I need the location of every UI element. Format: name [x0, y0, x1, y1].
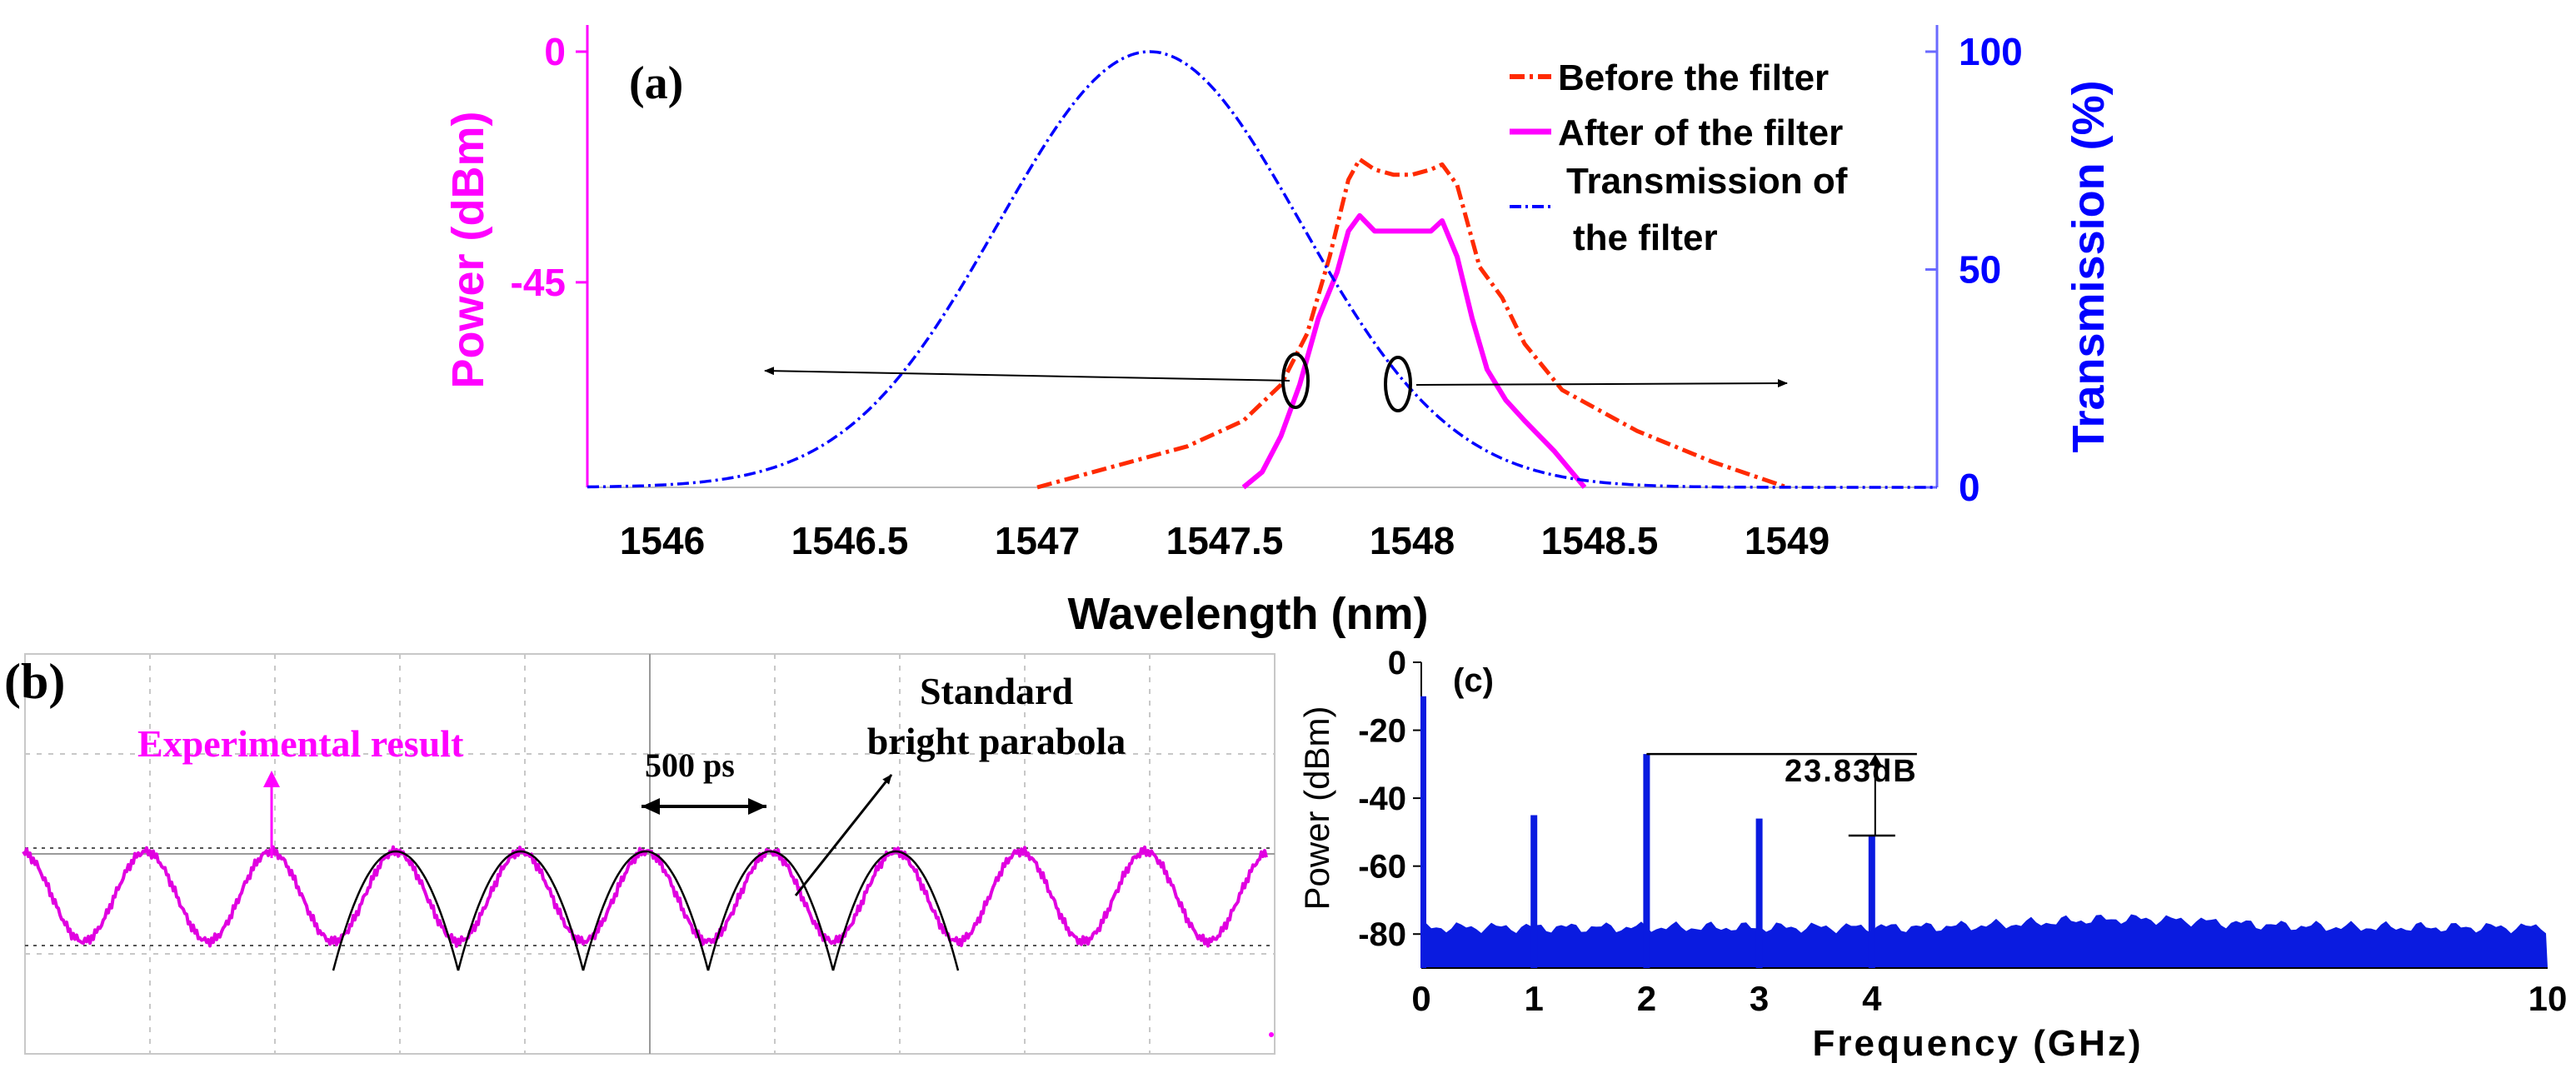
c-harmonic-0	[1420, 696, 1426, 968]
c-annotation-arrowhead	[1868, 754, 1882, 766]
b-period-arrowhead-right	[748, 798, 766, 815]
b-period-arrowhead-left	[642, 798, 660, 815]
b-experimental-label: Experimental result	[137, 722, 464, 765]
a-series-before-the-filter	[1036, 157, 1788, 490]
b-parabola-trace	[332, 850, 960, 971]
b-grid	[24, 653, 1276, 1055]
c-bars	[1420, 696, 2548, 969]
a-x-tick-1: 1546.5	[791, 519, 909, 562]
a-arrow-left	[764, 367, 1290, 382]
legend-label-transmission-2: the filter	[1573, 217, 1718, 258]
c-y-tick-2: -40	[1358, 781, 1406, 817]
a-x-tick-5: 1548.5	[1541, 519, 1659, 562]
c-y-tick-3: -60	[1358, 849, 1406, 886]
a-marker-ellipse-right	[1384, 356, 1412, 412]
a-y-label-right: Transmission (%)	[2064, 80, 2114, 452]
b-experimental-trace	[22, 845, 1268, 948]
c-ticks: 0-20-40-60-800 1 2 3 4 10	[1358, 645, 2567, 1018]
a-panel-label: (a)	[629, 57, 683, 109]
a-series-after-of-the-filter	[1241, 212, 1587, 490]
a-y-label-left: Power (dBm)	[443, 111, 493, 388]
c-harmonic-2	[1643, 754, 1650, 968]
c-x-tick-0: 0	[1411, 979, 1430, 1018]
a-right-tick-2: 0	[1959, 466, 1980, 509]
b-traces	[22, 845, 1274, 1037]
c-x-tick-2: 2	[1637, 979, 1656, 1018]
c-y-label: Power (dBm)	[1297, 706, 1336, 910]
c-x-tick-4: 4	[1862, 979, 1882, 1018]
a-ticks: 1546 1546.5 1547 1547.5 1548 1548.5 1549 0 -45 10…	[511, 30, 2023, 562]
c-noise-floor	[1421, 914, 2548, 968]
legend-label-after: After of the filter	[1558, 112, 1843, 153]
c-x-tick-5: 10	[2529, 979, 2568, 1018]
a-x-label: Wavelength (nm)	[1067, 589, 1428, 639]
panel-b: (b) Experimental result 500 ps Standard …	[4, 653, 1276, 1055]
panel-c: 0-20-40-60-800 1 2 3 4 10 (c) Power (dBm) Fre…	[1297, 645, 2567, 1064]
c-y-tick-0: 0	[1388, 645, 1406, 681]
a-left-tick-1: -45	[511, 261, 566, 304]
a-series	[587, 50, 1937, 490]
a-right-tick-1: 50	[1959, 248, 2001, 292]
a-x-tick-4: 1548	[1370, 519, 1455, 562]
b-parabola-label-1: Standard	[920, 670, 1073, 712]
b-trace-dot	[1269, 1032, 1274, 1037]
c-panel-label: (c)	[1453, 662, 1494, 699]
c-y-tick-4: -80	[1358, 916, 1406, 953]
legend-label-before: Before the filter	[1558, 57, 1829, 98]
a-left-tick-0: 0	[544, 30, 566, 73]
a-right-tick-0: 100	[1959, 30, 2023, 73]
a-marker-ellipse-left	[1281, 352, 1310, 409]
c-annotation-label: 23.83dB	[1785, 754, 1918, 789]
c-x-tick-1: 1	[1525, 979, 1544, 1018]
a-arrow-right	[1415, 379, 1788, 388]
b-panel-label: (b)	[4, 654, 65, 709]
c-x-tick-3: 3	[1750, 979, 1769, 1018]
a-series-transmission-of-the-filter	[587, 50, 1937, 489]
legend-label-transmission-1: Transmission of	[1566, 161, 1848, 202]
c-harmonic-1	[1530, 815, 1538, 968]
c-x-label: Frequency (GHz)	[1812, 1023, 2143, 1064]
b-parabola-label-2: bright parabola	[867, 720, 1126, 762]
c-harmonic-4	[1868, 835, 1875, 968]
b-experimental-arrowhead	[263, 771, 280, 787]
c-harmonic-3	[1755, 818, 1763, 968]
a-x-tick-3: 1547.5	[1166, 519, 1284, 562]
c-y-tick-1: -20	[1358, 713, 1406, 750]
a-x-tick-0: 1546	[620, 519, 705, 562]
c-dynamic-range-annotation: 23.83dB	[1646, 752, 1918, 837]
b-period-label: 500 ps	[645, 746, 735, 784]
a-legend: Before the filter After of the filter Tr…	[1510, 57, 1848, 258]
panel-a: 1546 1546.5 1547 1547.5 1548 1548.5 1549 0 -45 10…	[443, 25, 2114, 639]
a-x-tick-2: 1547	[995, 519, 1080, 562]
a-x-tick-6: 1549	[1745, 519, 1830, 562]
b-parabola-arrow	[794, 774, 893, 896]
